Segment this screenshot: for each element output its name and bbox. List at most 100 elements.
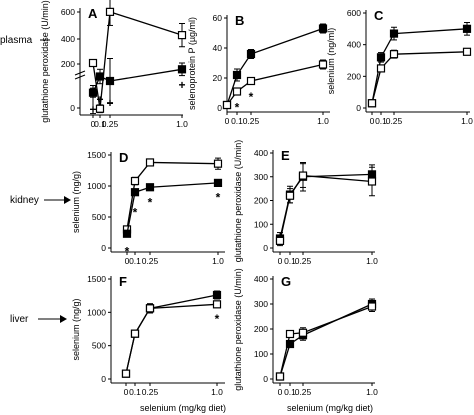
panel-letter: G xyxy=(281,274,291,289)
data-point-open xyxy=(145,304,155,313)
series-open xyxy=(275,301,377,381)
series-line xyxy=(279,305,373,377)
series-filled xyxy=(88,58,187,104)
panel-letter: F xyxy=(119,274,127,289)
x-tick-label: 0.1 xyxy=(231,116,243,126)
y-tick-label: 300 xyxy=(254,299,268,309)
y-tick-label: 60 xyxy=(213,13,223,23)
data-point-open xyxy=(367,302,377,311)
y-tick-label: 500 xyxy=(92,341,106,351)
data-point-open xyxy=(462,47,472,56)
significance-marker: + xyxy=(106,96,113,110)
data-point-open xyxy=(298,328,308,337)
row-arrowhead-kidney xyxy=(64,196,71,204)
x-tick-label: 0 xyxy=(278,256,283,266)
y-axis-label: glutathione peroxidase (U/min) xyxy=(233,268,243,391)
data-point-open xyxy=(130,176,140,186)
y-tick-label: 100 xyxy=(254,349,268,359)
y-tick-label: 400 xyxy=(347,40,361,50)
x-tick-label: 1.0 xyxy=(366,256,378,266)
data-point-filled xyxy=(212,290,222,300)
significance-marker: + xyxy=(96,92,103,106)
x-tick-label: 1.0 xyxy=(317,116,329,126)
y-tick-label: 0 xyxy=(70,103,75,113)
x-tick-label: 0.25 xyxy=(295,387,312,397)
x-tick-label: 0.1 xyxy=(129,256,141,266)
x-tick-label: 0 xyxy=(124,387,129,397)
x-tick-label: 0.1 xyxy=(375,116,387,126)
data-point-open xyxy=(145,158,155,167)
data-point-open xyxy=(232,87,242,96)
series-line xyxy=(125,303,218,374)
data-point-open xyxy=(88,58,98,68)
y-tick-label: 200 xyxy=(254,324,268,334)
row-label-liver: liver xyxy=(10,314,29,325)
x-tick-label: 0.25 xyxy=(102,119,119,129)
x-tick-label: 0.1 xyxy=(284,387,296,397)
data-point-open xyxy=(367,99,377,108)
series-line xyxy=(371,28,468,104)
series-filled xyxy=(222,23,328,110)
y-tick-label: 200 xyxy=(61,59,75,69)
data-point-filled xyxy=(318,24,328,33)
y-axis-label: selenium (ng/ml) xyxy=(326,28,336,95)
series-line xyxy=(226,63,324,106)
y-tick-label: 200 xyxy=(347,71,361,81)
data-point-filled xyxy=(130,188,140,197)
x-tick-label: 0.1 xyxy=(94,119,106,129)
x-tick-label: 0.25 xyxy=(142,256,159,266)
x-axis-label-left: selenium (mg/kg diet) xyxy=(140,403,226,413)
y-tick-label: 0 xyxy=(101,243,106,253)
row-label-plasma: plasma xyxy=(0,35,33,46)
series-open xyxy=(222,59,328,110)
y-tick-label: 20 xyxy=(213,73,223,83)
row-label-kidney: kidney xyxy=(10,195,39,206)
y-tick-label: 200 xyxy=(254,196,268,206)
data-point-filled xyxy=(145,183,155,192)
data-point-open xyxy=(95,104,105,113)
data-point-filled xyxy=(246,49,256,59)
data-point-open xyxy=(285,191,295,200)
y-axis-label: glutathione peroxidase (U/min) xyxy=(40,0,50,123)
significance-marker: + xyxy=(178,78,185,92)
y-axis-label: selenoprotein P (µg/ml) xyxy=(187,17,197,110)
series-line xyxy=(92,68,183,93)
data-point-open xyxy=(298,171,308,180)
x-tick-label: 0.25 xyxy=(142,387,159,397)
x-tick-label: 0 xyxy=(225,116,230,126)
x-tick-label: 0 xyxy=(125,256,130,266)
data-point-filled xyxy=(376,53,386,62)
x-tick-label: 1.0 xyxy=(211,387,223,397)
significance-marker: * xyxy=(216,190,221,204)
significance-marker: * xyxy=(235,101,240,115)
data-point-open xyxy=(222,100,232,110)
y-tick-label: 0 xyxy=(263,374,268,384)
series-line xyxy=(126,182,219,234)
significance-marker: * xyxy=(215,312,220,326)
x-tick-label: 1.0 xyxy=(176,119,188,129)
y-tick-label: 1000 xyxy=(87,307,106,317)
y-tick-label: 0 xyxy=(263,243,268,253)
y-tick-label: 40 xyxy=(213,43,223,53)
significance-marker: * xyxy=(133,205,138,219)
series-line xyxy=(126,161,219,230)
row-arrowhead-liver xyxy=(60,315,67,323)
data-point-open xyxy=(177,31,187,40)
panel-letter: E xyxy=(281,148,290,163)
data-point-open xyxy=(130,329,140,338)
series-filled xyxy=(367,22,472,108)
significance-marker: * xyxy=(148,195,153,209)
significance-marker: * xyxy=(125,244,130,258)
series-line xyxy=(371,51,468,104)
data-point-open xyxy=(213,159,223,168)
y-tick-label: 0 xyxy=(356,103,361,113)
y-tick-label: 400 xyxy=(254,274,268,284)
x-tick-label: 1.0 xyxy=(212,256,224,266)
axis-break-mark xyxy=(74,74,86,80)
data-point-open xyxy=(275,372,285,381)
